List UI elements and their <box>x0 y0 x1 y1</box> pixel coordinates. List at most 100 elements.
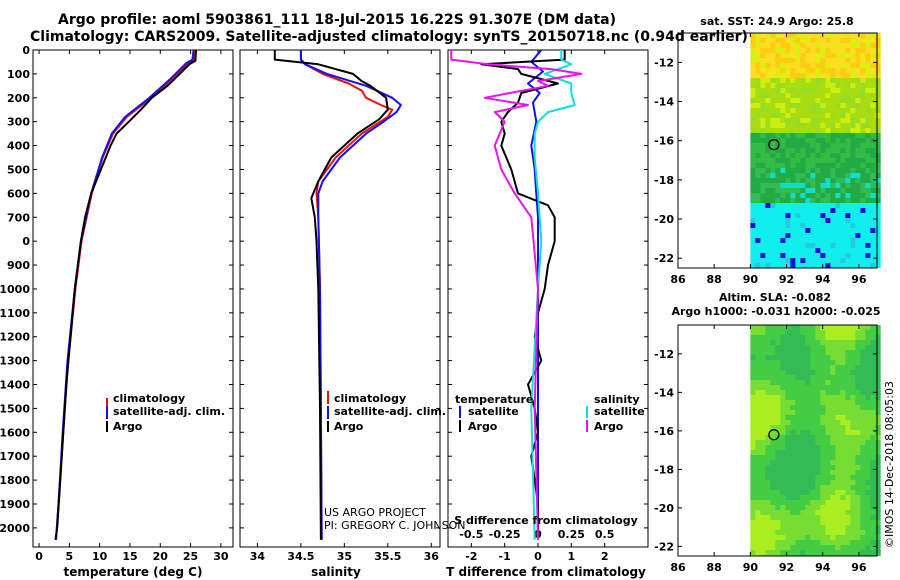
sst-map-cell <box>800 163 806 169</box>
sla-map-cell <box>865 385 871 391</box>
sla-map-cell <box>865 480 871 486</box>
sla-map-cell <box>800 375 806 381</box>
sla-map-cell <box>870 365 876 371</box>
sst-map-cell <box>830 123 836 129</box>
sla-map-cell <box>875 400 881 406</box>
figure-title-line1: Argo profile: aoml 5903861_111 18-Jul-20… <box>58 12 617 28</box>
salinity-xtick-label: 35 <box>337 550 352 563</box>
sst-map-cell <box>845 73 851 79</box>
sst-map-cell <box>815 253 821 259</box>
sla-map-cell <box>825 375 831 381</box>
sst-map-cell <box>800 108 806 114</box>
sla-map-cell <box>840 440 846 446</box>
sst-map-cell <box>820 38 826 44</box>
sla-map-cell <box>865 375 871 381</box>
sla-map-cell <box>770 335 776 341</box>
sla-map-cell <box>770 345 776 351</box>
sla-map-cell <box>855 355 861 361</box>
sla-map-cell <box>755 365 761 371</box>
sla-map-cell <box>780 450 786 456</box>
sla-map-cell <box>750 465 756 471</box>
sla-map-cell <box>750 350 756 356</box>
sla-map-cell <box>865 365 871 371</box>
sst-map-cell <box>755 233 761 239</box>
sla-map-cell <box>830 470 836 476</box>
sst-map-cell <box>835 38 841 44</box>
sla-map-cell <box>860 330 866 336</box>
sla-map-cell <box>795 345 801 351</box>
sla-map-cell <box>870 440 876 446</box>
sst-map-cell <box>795 168 801 174</box>
sla-map-cell <box>875 335 881 341</box>
sla-map-cell <box>850 450 856 456</box>
sla-map-cell <box>795 540 801 546</box>
sla-map-cell <box>795 470 801 476</box>
sst-map-cell <box>875 83 881 89</box>
sst-map-cell <box>845 183 851 189</box>
sst-map-cell <box>800 223 806 229</box>
sst-map-cell <box>785 98 791 104</box>
sla-map-cell <box>790 400 796 406</box>
temperature-xtick-label: 30 <box>213 550 229 563</box>
sst-map-cell <box>835 173 841 179</box>
sst-map-cell <box>845 123 851 129</box>
sla-map-cell <box>815 495 821 501</box>
sst-map-cell <box>770 118 776 124</box>
sla-map-cell <box>865 485 871 491</box>
sla-map-cell <box>750 510 756 516</box>
sla-map-cell <box>780 535 786 541</box>
sst-map-cell <box>865 258 871 264</box>
sla-map-cell <box>805 445 811 451</box>
sla-map-cell <box>775 510 781 516</box>
sst-map-cell <box>830 148 836 154</box>
sla-map-cell <box>790 390 796 396</box>
sst-map-cell <box>800 133 806 139</box>
sst-map-cell <box>800 203 806 209</box>
sla-map-cell <box>810 495 816 501</box>
sla-map-cell <box>785 400 791 406</box>
sla-map-cell <box>870 430 876 436</box>
sst-map-cell <box>875 213 881 219</box>
sla-map-cell <box>805 340 811 346</box>
sst-map-cell <box>785 228 791 234</box>
sla-map-cell <box>790 345 796 351</box>
sla-map-cell <box>850 415 856 421</box>
sst-map-cell <box>800 103 806 109</box>
sst-map-cell <box>825 193 831 199</box>
sla-map-cell <box>755 515 761 521</box>
sla-map-cell <box>805 430 811 436</box>
sst-map-cell <box>800 263 806 268</box>
sst-map-cell <box>795 63 801 69</box>
sst-map-cell <box>855 218 861 224</box>
sla-map-cell <box>780 350 786 356</box>
sla-map-cell <box>800 400 806 406</box>
sla-map-cell <box>750 345 756 351</box>
sla-map-cell <box>865 475 871 481</box>
sst-map-cell <box>755 68 761 74</box>
sla-map-cell <box>765 535 771 541</box>
sst-map-cell <box>835 93 841 99</box>
sst-map-cell <box>870 118 876 124</box>
sst-map-cell <box>785 168 791 174</box>
sla-map-cell <box>875 445 881 451</box>
sla-map-cell <box>875 390 881 396</box>
sla-map-cell <box>765 480 771 486</box>
sla-map-cell <box>755 505 761 511</box>
sla-map-cell <box>845 450 851 456</box>
sla-map-cell <box>815 480 821 486</box>
sst-map-cell <box>850 93 856 99</box>
sla-map-cell <box>750 545 756 551</box>
sla-map-cell <box>780 400 786 406</box>
sst-map-cell <box>875 103 881 109</box>
sst-map-cell <box>850 103 856 109</box>
sst-map-cell <box>860 183 866 189</box>
sst-map-cell <box>840 138 846 144</box>
sla-map-cell <box>750 460 756 466</box>
sst-map-cell <box>835 223 841 229</box>
sla-map-cell <box>750 495 756 501</box>
sla-map-cell <box>775 400 781 406</box>
sla-map-cell <box>795 360 801 366</box>
sst-map-cell <box>750 248 756 254</box>
sst-map-cell <box>875 128 881 134</box>
sst-map-cell <box>845 128 851 134</box>
